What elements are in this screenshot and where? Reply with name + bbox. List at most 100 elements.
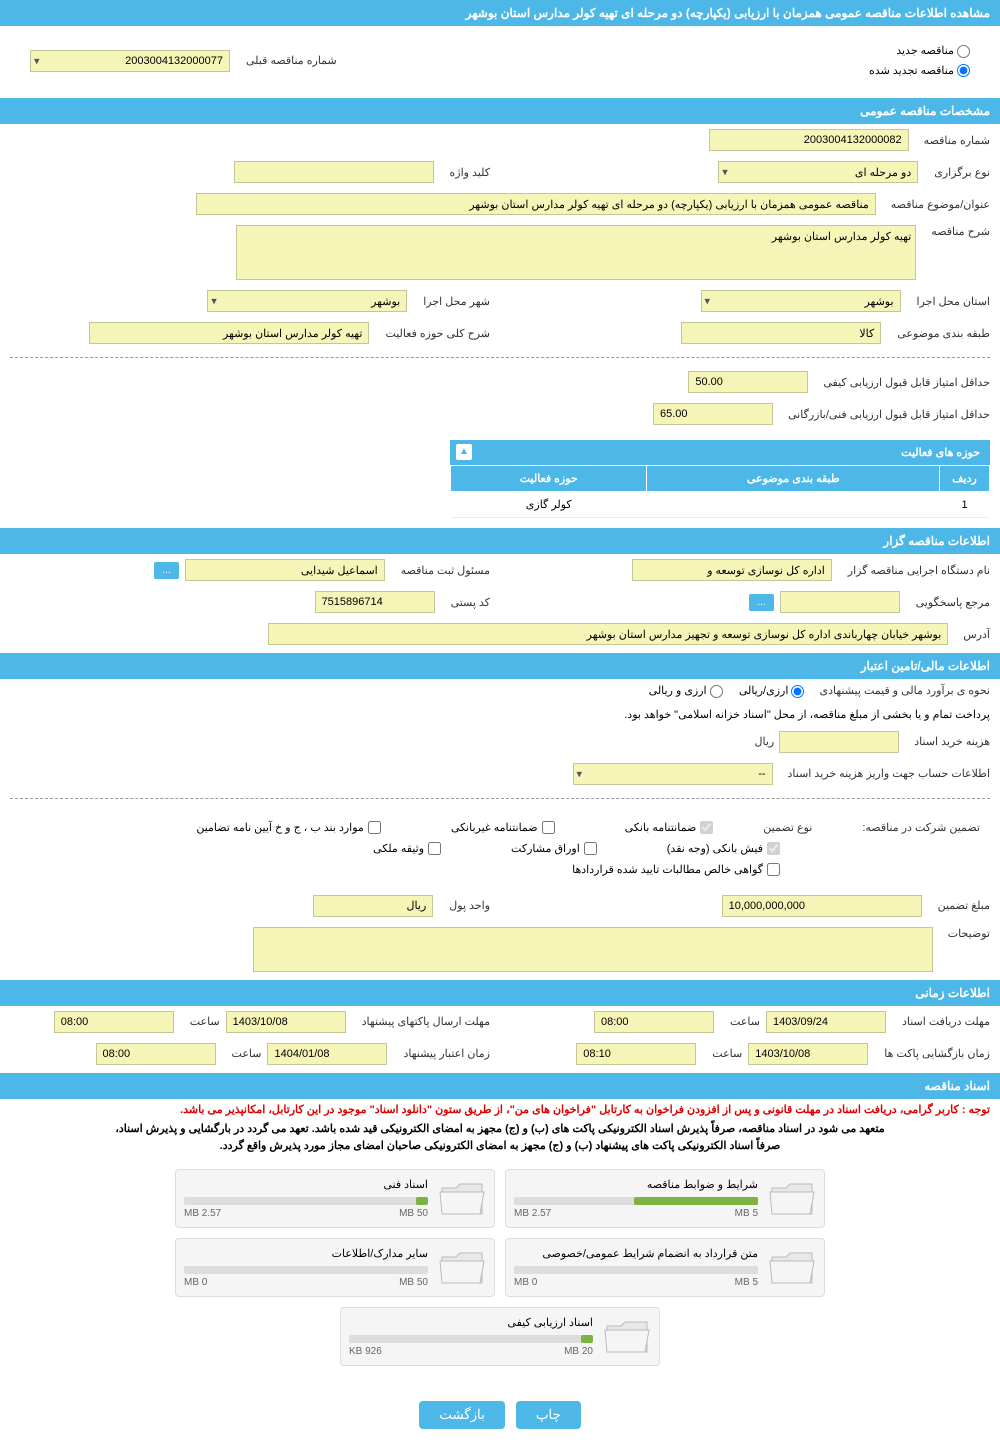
financial-header: اطلاعات مالی/تامین اعتبار	[0, 653, 1000, 679]
page-title: مشاهده اطلاعات مناقصه عمومی همزمان با ار…	[0, 0, 1000, 26]
divider	[10, 798, 990, 799]
open-label: زمان بازگشایی پاکت ها	[874, 1047, 990, 1060]
cb-cash[interactable]: فیش بانکی (وجه نقد)	[667, 842, 780, 855]
table-row: 1 کولر گازی	[451, 492, 990, 518]
validity-date[interactable]: 1404/01/08	[267, 1043, 387, 1065]
doc-used: 2.57 MB	[514, 1208, 551, 1219]
submit-time[interactable]: 08:00	[54, 1011, 174, 1033]
divider	[10, 357, 990, 358]
notice-bold-2: صرفاً اسناد الکترونیکی پاکت های پیشنهاد …	[0, 1137, 1000, 1154]
cb-regulation[interactable]: موارد بند ب ، ج و خ آیین نامه تضامین	[196, 821, 380, 834]
contact-label: مرجع پاسخگویی	[906, 596, 990, 609]
doc-box[interactable]: اسناد ارزیابی کیفی 20 MB 926 KB	[340, 1307, 660, 1366]
open-date[interactable]: 1403/10/08	[748, 1043, 868, 1065]
postal-field[interactable]: 7515896714	[315, 591, 435, 613]
doc-box[interactable]: شرایط و ضوابط مناقصه 5 MB2.57 MB	[505, 1169, 825, 1228]
cell-rowno: 1	[940, 492, 990, 518]
contact-field[interactable]	[780, 591, 900, 613]
subject-label: عنوان/موضوع مناقصه	[881, 198, 990, 211]
folder-icon	[768, 1178, 816, 1218]
address-field[interactable]: بوشهر خیابان چهارباندی اداره کل نوسازی ت…	[268, 623, 948, 645]
guarantee-notes-label: توضیحات	[938, 927, 990, 940]
type-label: نوع برگزاری	[924, 166, 990, 179]
cb-nonbank-guarantee[interactable]: ضمانتنامه غیربانکی	[451, 821, 555, 834]
radio-renewed-label: مناقصه تجدید شده	[869, 65, 954, 77]
category-field[interactable]: کالا	[681, 322, 881, 344]
doc-box[interactable]: سایر مدارک/اطلاعات 50 MB0 MB	[175, 1238, 495, 1297]
min-quality-label: حداقل امتیاز قابل قبول ارزیابی کیفی	[813, 376, 990, 389]
cell-category	[647, 492, 940, 518]
organizer-header: اطلاعات مناقصه گزار	[0, 528, 1000, 554]
radio-new-tender[interactable]: مناقصه جدید	[869, 41, 970, 61]
doc-used: 926 KB	[349, 1346, 382, 1357]
type-select[interactable]: دو مرحله ای	[718, 161, 918, 183]
cb-receivables[interactable]: گواهی خالص مطالبات تایید شده قراردادها	[572, 863, 780, 876]
guarantee-type-label: نوع تضمین	[753, 821, 812, 834]
folder-icon	[438, 1247, 486, 1287]
doc-cost-field[interactable]	[779, 731, 899, 753]
guarantee-section: تضمین شرکت در مناقصه: نوع تضمین ضمانتنام…	[0, 807, 1000, 890]
doc-total: 50 MB	[399, 1208, 428, 1219]
doc-title: اسناد ارزیابی کیفی	[349, 1316, 593, 1329]
doc-total: 50 MB	[399, 1277, 428, 1288]
cb-property[interactable]: وثیقه ملکی	[373, 842, 441, 855]
address-label: آدرس	[953, 628, 990, 641]
min-tech-label: حداقل امتیاز قابل قبول ارزیابی فنی/بازرگ…	[778, 408, 990, 421]
estimate-label: نحوه ی برآورد مالی و قیمت پیشنهادی	[809, 684, 990, 697]
print-button[interactable]: چاپ	[516, 1401, 581, 1429]
keyword-field[interactable]	[234, 161, 434, 183]
cb-bonds[interactable]: اوراق مشارکت	[511, 842, 597, 855]
doc-box[interactable]: اسناد فنی 50 MB 2.57 MB	[175, 1169, 495, 1228]
doc-cost-unit: ریال	[744, 735, 774, 748]
time-label: ساعت	[720, 1015, 760, 1028]
radio-arz[interactable]: ارزی و ریالی	[649, 684, 723, 698]
activity-table-header: حوزه های فعالیت ▲	[450, 440, 990, 465]
activity-desc-field[interactable]: تهیه کولر مدارس استان بوشهر	[89, 322, 369, 344]
doc-box[interactable]: متن قرارداد به انضمام شرایط عمومی/خصوصی …	[505, 1238, 825, 1297]
doc-total: 20 MB	[564, 1346, 593, 1357]
min-tech-field[interactable]: 65.00	[653, 403, 773, 425]
subject-field[interactable]: مناقصه عمومی همزمان با ارزیابی (یکپارچه)…	[196, 193, 876, 215]
contact-more-button[interactable]: ...	[749, 594, 773, 611]
doc-cost-label: هزینه خرید اسناد	[904, 735, 990, 748]
prev-number-field[interactable]: 2003004132000077	[30, 50, 230, 72]
receive-date[interactable]: 1403/09/24	[766, 1011, 886, 1033]
province-select[interactable]: بوشهر	[701, 290, 901, 312]
payment-note: پرداخت تمام و یا بخشی از مبلغ مناقصه، از…	[624, 708, 990, 721]
guarantee-intro: تضمین شرکت در مناقصه:	[852, 821, 980, 834]
collapse-icon[interactable]: ▲	[456, 444, 472, 460]
radio-rial[interactable]: ارزی/ریالی	[739, 684, 805, 698]
validity-time[interactable]: 08:00	[96, 1043, 216, 1065]
min-quality-field[interactable]: 50.00	[688, 371, 808, 393]
time-label: ساعت	[180, 1015, 220, 1028]
documents-header: اسناد مناقصه	[0, 1073, 1000, 1099]
desc-textarea[interactable]: تهیه کولر مدارس استان بوشهر	[236, 225, 916, 280]
prev-number-label: شماره مناقصه قبلی	[236, 54, 337, 67]
submit-label: مهلت ارسال پاکتهای پیشنهاد	[352, 1015, 490, 1028]
cb-bank-guarantee[interactable]: ضمانتنامه بانکی	[625, 821, 714, 834]
doc-used: 0 MB	[514, 1277, 537, 1288]
doc-title: اسناد فنی	[184, 1178, 428, 1191]
keyword-label: کلید واژه	[440, 166, 490, 179]
tender-no-label: شماره مناقصه	[914, 134, 990, 147]
account-label: اطلاعات حساب جهت واریز هزینه خرید اسناد	[778, 767, 990, 780]
folder-icon	[603, 1316, 651, 1356]
radio-renewed-tender[interactable]: مناقصه تجدید شده	[869, 61, 970, 81]
back-button[interactable]: بازگشت	[419, 1401, 505, 1429]
guarantee-notes-textarea[interactable]	[253, 927, 933, 972]
time-label: ساعت	[702, 1047, 742, 1060]
guarantee-amount-field[interactable]: 10,000,000,000	[722, 895, 922, 917]
account-select[interactable]: --	[573, 763, 773, 785]
doc-used: 2.57 MB	[184, 1208, 221, 1219]
open-time[interactable]: 08:10	[576, 1043, 696, 1065]
city-label: شهر محل اجرا	[413, 295, 490, 308]
responsible-more-button[interactable]: ...	[154, 562, 178, 579]
city-select[interactable]: بوشهر	[207, 290, 407, 312]
guarantee-amount-label: مبلغ تضمین	[928, 899, 990, 912]
activity-table: ردیف طبقه بندی موضوعی حوزه فعالیت 1 کولر…	[450, 465, 990, 518]
submit-date[interactable]: 1403/10/08	[226, 1011, 346, 1033]
guarantee-unit-field[interactable]: ریال	[313, 895, 433, 917]
receive-time[interactable]: 08:00	[594, 1011, 714, 1033]
desc-label: شرح مناقصه	[921, 225, 990, 238]
doc-used: 0 MB	[184, 1277, 207, 1288]
